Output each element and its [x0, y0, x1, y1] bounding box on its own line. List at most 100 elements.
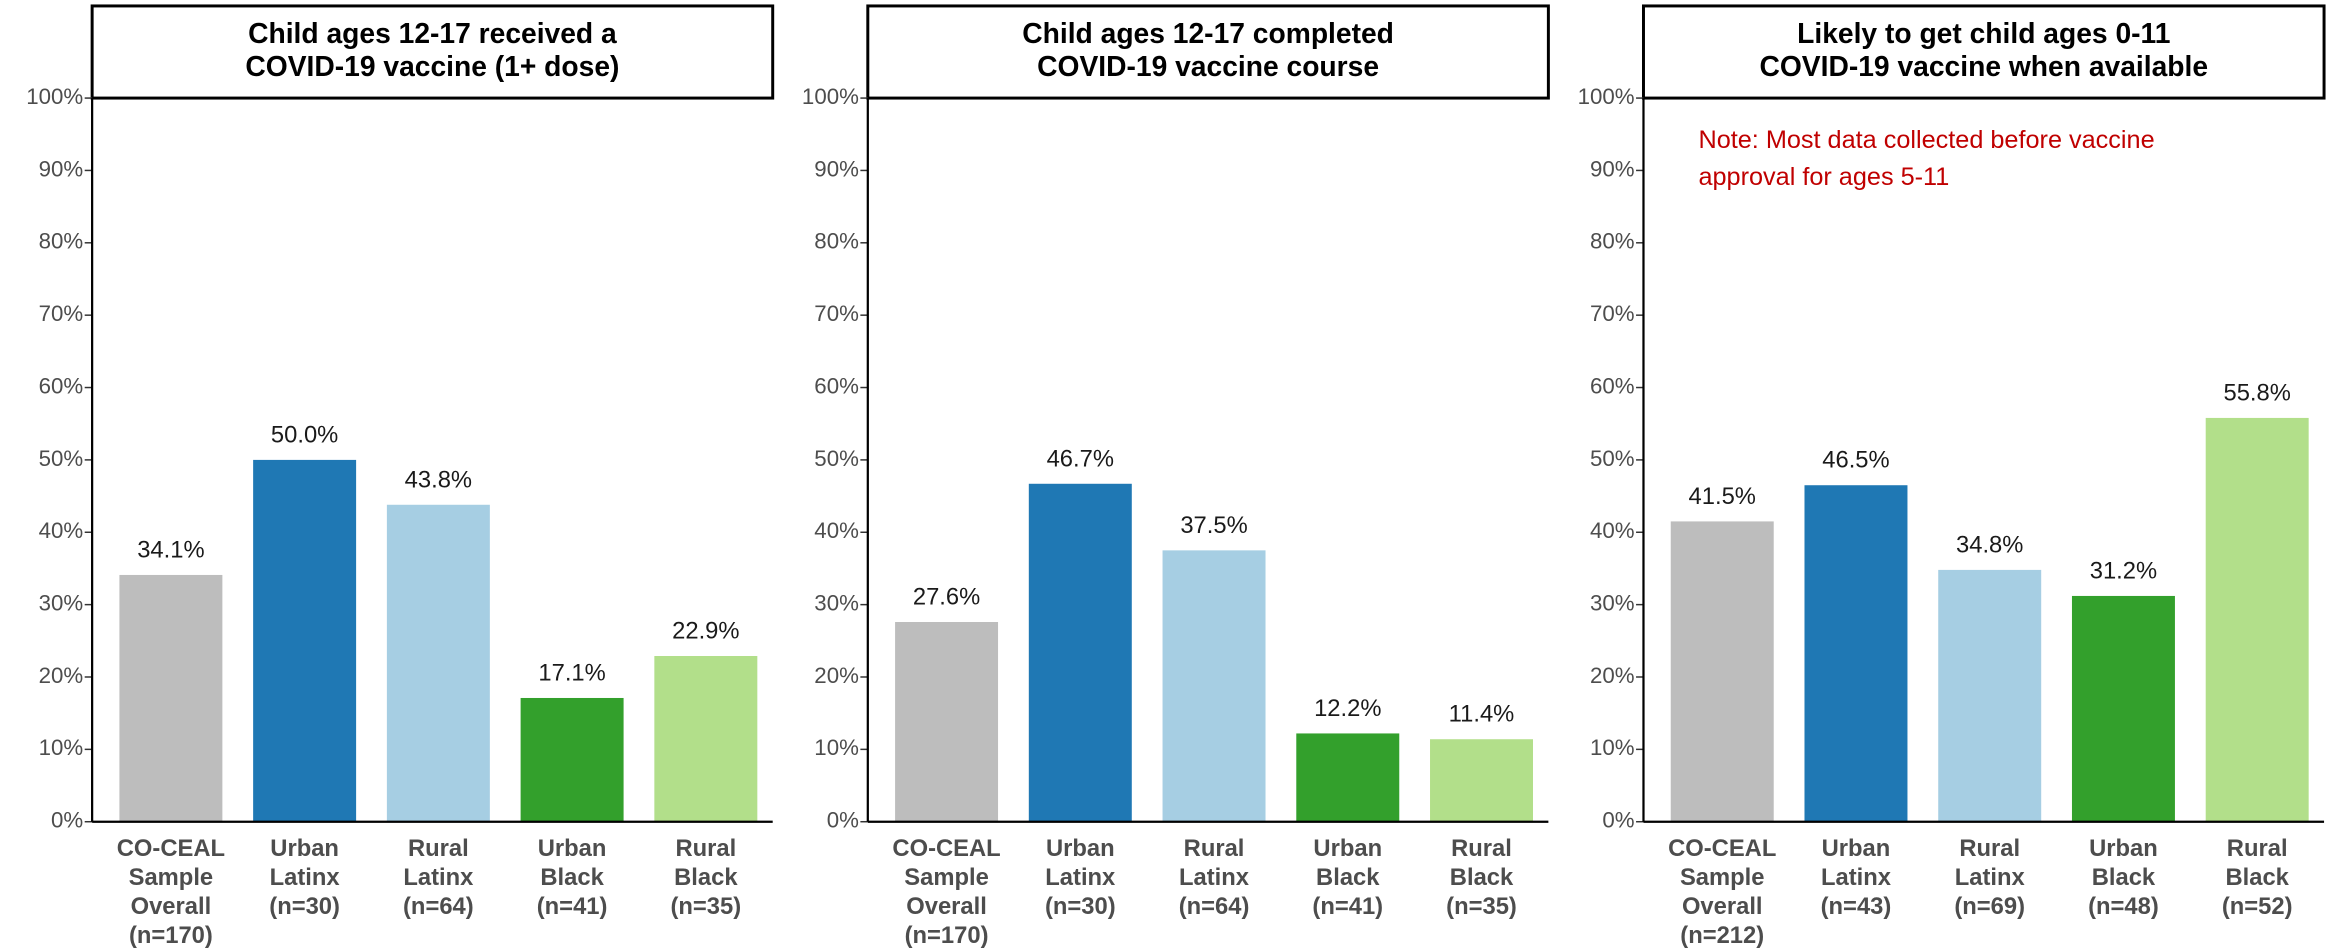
title-box — [90, 4, 775, 100]
chart-title: Child ages 12-17 received a — [248, 17, 617, 49]
y-tick-label: 70% — [1590, 301, 1635, 326]
value-label: 17.1% — [538, 659, 605, 686]
title-box — [1641, 4, 2326, 100]
bar — [1028, 483, 1132, 822]
value-label: 34.1% — [137, 536, 204, 563]
x-tick-label: (n=30) — [269, 893, 340, 920]
x-tick-label: (n=43) — [1821, 893, 1892, 920]
x-tick-label: (n=30) — [1045, 893, 1116, 920]
y-tick-label: 100% — [26, 84, 83, 109]
y-tick-label: 100% — [802, 84, 859, 109]
x-tick-label: Rural — [2227, 835, 2288, 862]
value-label: 34.8% — [1956, 531, 2023, 558]
value-label: 12.2% — [1314, 695, 1381, 722]
chart-title: COVID-19 vaccine (1+ dose) — [245, 50, 619, 82]
y-tick-label: 10% — [1590, 735, 1635, 760]
bar — [1430, 739, 1534, 822]
y-tick-label: 10% — [39, 735, 84, 760]
x-tick-label: Black — [2092, 864, 2156, 891]
x-tick-label: Overall — [1682, 893, 1763, 920]
chart-title: Child ages 12-17 completed — [1022, 17, 1394, 49]
x-tick-label: (n=48) — [2088, 893, 2159, 920]
bar — [1938, 569, 2042, 822]
bar — [1804, 485, 1908, 822]
y-tick-label: 100% — [1578, 84, 1635, 109]
bar — [1670, 521, 1774, 822]
x-tick-label: (n=41) — [1312, 893, 1383, 920]
value-label: 31.2% — [2090, 557, 2157, 584]
x-tick-label: (n=35) — [670, 893, 741, 920]
x-tick-label: Urban — [1822, 835, 1891, 862]
x-tick-label: Overall — [131, 893, 212, 920]
x-tick-label: Sample — [904, 864, 989, 891]
title-box — [866, 4, 1550, 100]
y-tick-label: 70% — [814, 301, 859, 326]
y-tick-label: 70% — [39, 301, 84, 326]
bar — [654, 656, 758, 822]
y-tick-label: 60% — [39, 373, 84, 398]
chart-title: Likely to get child ages 0-11 — [1797, 17, 2170, 49]
value-label: 46.5% — [1822, 447, 1889, 474]
y-tick-label: 30% — [814, 591, 859, 616]
value-label: 41.5% — [1689, 483, 1756, 510]
bar — [253, 459, 357, 822]
y-tick-label: 20% — [814, 663, 859, 688]
y-tick-label: 0% — [827, 808, 859, 833]
x-tick-label: Urban — [1046, 835, 1115, 862]
bar — [520, 697, 624, 822]
bar — [2071, 595, 2175, 822]
x-tick-label: (n=170) — [129, 922, 213, 949]
x-tick-label: Rural — [408, 835, 469, 862]
x-tick-label: Urban — [270, 835, 339, 862]
y-tick-label: 0% — [51, 808, 83, 833]
value-label: 50.0% — [271, 421, 338, 448]
y-tick-label: 90% — [39, 156, 84, 181]
x-tick-label: CO-CEAL — [117, 835, 225, 862]
x-tick-label: (n=35) — [1446, 893, 1517, 920]
x-tick-label: Latinx — [1045, 864, 1116, 891]
x-tick-label: Sample — [129, 864, 214, 891]
y-tick-label: 10% — [814, 735, 859, 760]
annotation: Note: Most data collected before vaccine — [1698, 126, 2154, 154]
x-tick-label: Black — [1450, 864, 1514, 891]
y-tick-label: 0% — [1602, 808, 1634, 833]
y-tick-label: 30% — [39, 591, 84, 616]
x-tick-label: Urban — [2089, 835, 2158, 862]
y-tick-label: 80% — [39, 229, 84, 254]
y-tick-label: 80% — [1590, 229, 1635, 254]
y-tick-label: 60% — [814, 373, 859, 398]
y-tick-label: 60% — [1590, 373, 1635, 398]
bar — [1296, 733, 1400, 822]
y-tick-label: 20% — [39, 663, 84, 688]
x-tick-label: (n=64) — [1179, 893, 1250, 920]
x-tick-label: (n=212) — [1680, 922, 1764, 949]
y-tick-label: 50% — [39, 446, 84, 471]
chart-title: COVID-19 vaccine when available — [1759, 50, 2208, 82]
x-tick-label: Latinx — [1955, 864, 2026, 891]
bar — [1162, 550, 1266, 822]
x-tick-label: (n=64) — [403, 893, 474, 920]
value-label: 55.8% — [2223, 379, 2290, 406]
x-tick-label: (n=69) — [1954, 893, 2025, 920]
x-tick-label: Latinx — [270, 864, 341, 891]
x-tick-label: CO-CEAL — [1668, 835, 1776, 862]
y-tick-label: 90% — [1590, 156, 1635, 181]
x-tick-label: Rural — [1184, 835, 1245, 862]
x-tick-label: (n=170) — [905, 922, 989, 949]
x-tick-label: Latinx — [1821, 864, 1892, 891]
x-tick-label: Black — [674, 864, 738, 891]
y-tick-label: 50% — [814, 446, 859, 471]
y-tick-label: 40% — [1590, 518, 1635, 543]
y-tick-label: 80% — [814, 229, 859, 254]
x-tick-label: (n=41) — [537, 893, 608, 920]
x-tick-label: Rural — [1451, 835, 1512, 862]
annotation: approval for ages 5-11 — [1698, 163, 1949, 191]
bar — [895, 621, 999, 822]
x-tick-label: Black — [1316, 864, 1380, 891]
x-tick-label: Black — [2225, 864, 2289, 891]
x-tick-label: Rural — [1959, 835, 2020, 862]
y-tick-label: 40% — [39, 518, 84, 543]
y-tick-label: 50% — [1590, 446, 1635, 471]
y-tick-label: 20% — [1590, 663, 1635, 688]
